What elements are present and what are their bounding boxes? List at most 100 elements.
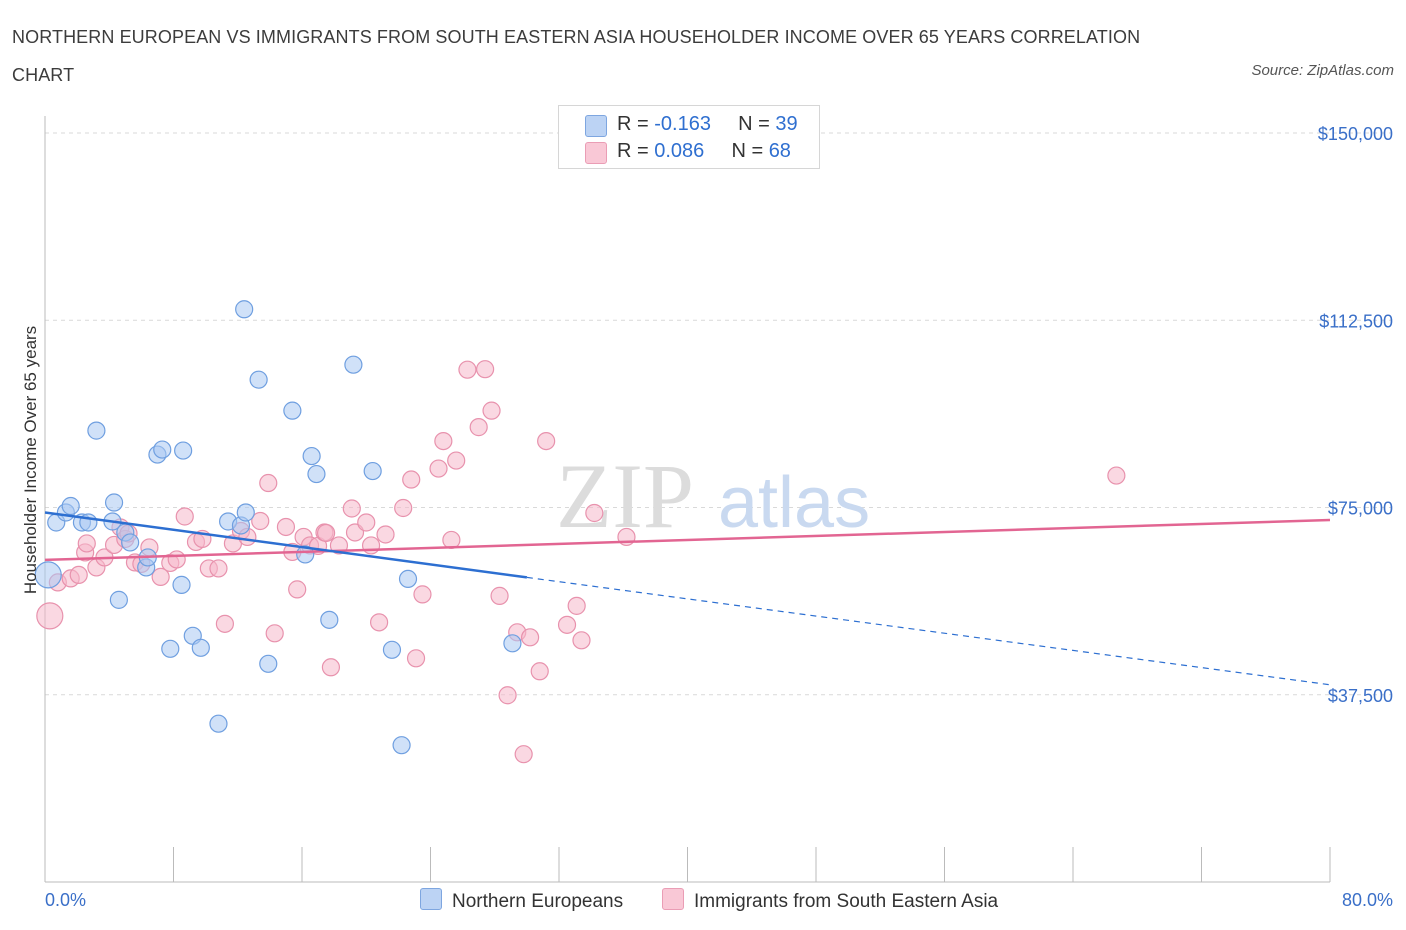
n-value: 68	[768, 140, 791, 162]
point-northern-europeans	[302, 446, 321, 466]
x-tick-min: 0.0%	[45, 890, 87, 910]
point-immigrants-sea	[77, 534, 96, 553]
point-northern-europeans	[191, 638, 210, 657]
point-northern-europeans	[153, 440, 172, 459]
point-northern-europeans	[296, 545, 315, 564]
point-immigrants-sea	[251, 511, 270, 531]
y-tick-label: $150,000	[1318, 124, 1393, 144]
point-immigrants-sea	[288, 580, 307, 599]
grid-lines	[45, 132, 1392, 696]
point-immigrants-sea	[321, 658, 341, 677]
point-immigrants-sea	[490, 586, 509, 605]
y-axis-label: Householder Income Over 65 years	[21, 326, 40, 594]
point-northern-europeans	[236, 503, 255, 522]
point-immigrants-sea	[429, 459, 448, 478]
y-axis-label-text: Householder Income Over 65 years	[21, 326, 40, 594]
point-immigrants-sea	[394, 498, 413, 518]
legend-item-northern-europeans[interactable]: Northern Europeans	[420, 888, 623, 913]
point-immigrants-sea	[406, 649, 426, 668]
point-immigrants-sea	[476, 360, 495, 379]
point-northern-europeans	[398, 569, 418, 589]
point-immigrants-sea	[357, 513, 376, 532]
point-northern-europeans	[283, 401, 302, 420]
trend-lines	[44, 511, 1331, 686]
point-northern-europeans	[259, 654, 278, 673]
point-immigrants-sea	[572, 631, 591, 650]
point-immigrants-sea	[316, 523, 336, 543]
point-immigrants-sea	[370, 613, 389, 632]
legend-swatch-pink	[662, 888, 684, 910]
point-northern-europeans	[235, 300, 254, 319]
point-immigrants-sea	[413, 585, 432, 604]
axes	[44, 116, 1331, 883]
point-immigrants-sea	[537, 431, 556, 451]
point-northern-europeans	[121, 533, 140, 552]
legend-label: Northern Europeans	[452, 891, 624, 912]
point-immigrants-sea	[1107, 466, 1126, 485]
point-immigrants-sea	[585, 503, 604, 523]
point-immigrants-sea	[520, 628, 540, 647]
trend-line-immigrants-sea	[44, 518, 1331, 562]
point-immigrants-sea	[259, 473, 278, 493]
point-immigrants-sea	[36, 602, 64, 630]
series-immigrants-sea	[36, 360, 1126, 764]
point-immigrants-sea	[151, 567, 170, 587]
n-label: N =	[738, 113, 776, 135]
point-northern-europeans	[104, 493, 124, 512]
x-tick-max: 80.0%	[1341, 890, 1393, 910]
point-immigrants-sea	[342, 499, 361, 518]
point-northern-europeans	[344, 355, 363, 374]
point-immigrants-sea	[376, 525, 395, 544]
watermark: ZIP atlas	[556, 445, 870, 547]
y-tick-label: $112,500	[1319, 311, 1393, 331]
point-immigrants-sea	[402, 470, 421, 489]
point-northern-europeans	[172, 575, 191, 594]
point-northern-europeans	[363, 461, 382, 481]
legend-swatch-blue	[420, 888, 442, 910]
point-immigrants-sea	[567, 596, 586, 615]
point-immigrants-sea	[69, 565, 88, 585]
point-immigrants-sea	[557, 615, 577, 634]
point-immigrants-sea	[434, 431, 453, 451]
point-immigrants-sea	[167, 550, 186, 569]
n-label: N =	[731, 140, 769, 162]
y-tick-label: $75,000	[1328, 499, 1393, 519]
point-northern-europeans	[503, 634, 522, 653]
r-value: 0.086	[654, 140, 705, 162]
r-value: -0.163	[654, 113, 711, 135]
point-northern-europeans	[161, 639, 180, 658]
source-label: Source: ZipAtlas.com	[1251, 62, 1394, 79]
point-northern-europeans	[61, 496, 80, 516]
point-northern-europeans	[249, 370, 268, 389]
r-label: R =	[617, 113, 655, 135]
point-immigrants-sea	[530, 662, 549, 681]
point-northern-europeans	[34, 561, 62, 589]
point-immigrants-sea	[498, 686, 517, 705]
trend-line-northern-europeans	[44, 511, 528, 579]
n-value: 39	[775, 113, 798, 135]
watermark-atlas: atlas	[718, 463, 870, 543]
chart-title: NORTHERN EUROPEAN VS IMMIGRANTS FROM SOU…	[12, 27, 1141, 85]
point-northern-europeans	[392, 736, 411, 755]
legend-label: Immigrants from South Eastern Asia	[694, 891, 999, 912]
legend-item-immigrants-sea[interactable]: Immigrants from South Eastern Asia	[662, 888, 998, 913]
point-immigrants-sea	[209, 559, 228, 578]
r-label: R =	[617, 140, 655, 162]
point-northern-europeans	[209, 714, 228, 733]
y-tick-labels: $37,500 $75,000 $112,500 $150,000	[1318, 124, 1393, 706]
series-northern-europeans	[34, 300, 522, 755]
point-immigrants-sea	[458, 360, 477, 379]
point-immigrants-sea	[215, 614, 234, 633]
point-immigrants-sea	[447, 451, 466, 470]
y-tick-label: $37,500	[1328, 686, 1393, 706]
stats-legend: R = -0.163 N = 39 R = 0.086 N = 68	[558, 105, 820, 169]
point-immigrants-sea	[361, 536, 381, 555]
point-northern-europeans	[87, 421, 106, 440]
point-immigrants-sea	[469, 418, 488, 437]
blue-swatch	[585, 115, 607, 137]
point-immigrants-sea	[175, 507, 194, 526]
point-northern-europeans	[320, 610, 339, 629]
point-immigrants-sea	[276, 517, 296, 537]
point-northern-europeans	[307, 464, 326, 484]
point-northern-europeans	[109, 590, 128, 609]
